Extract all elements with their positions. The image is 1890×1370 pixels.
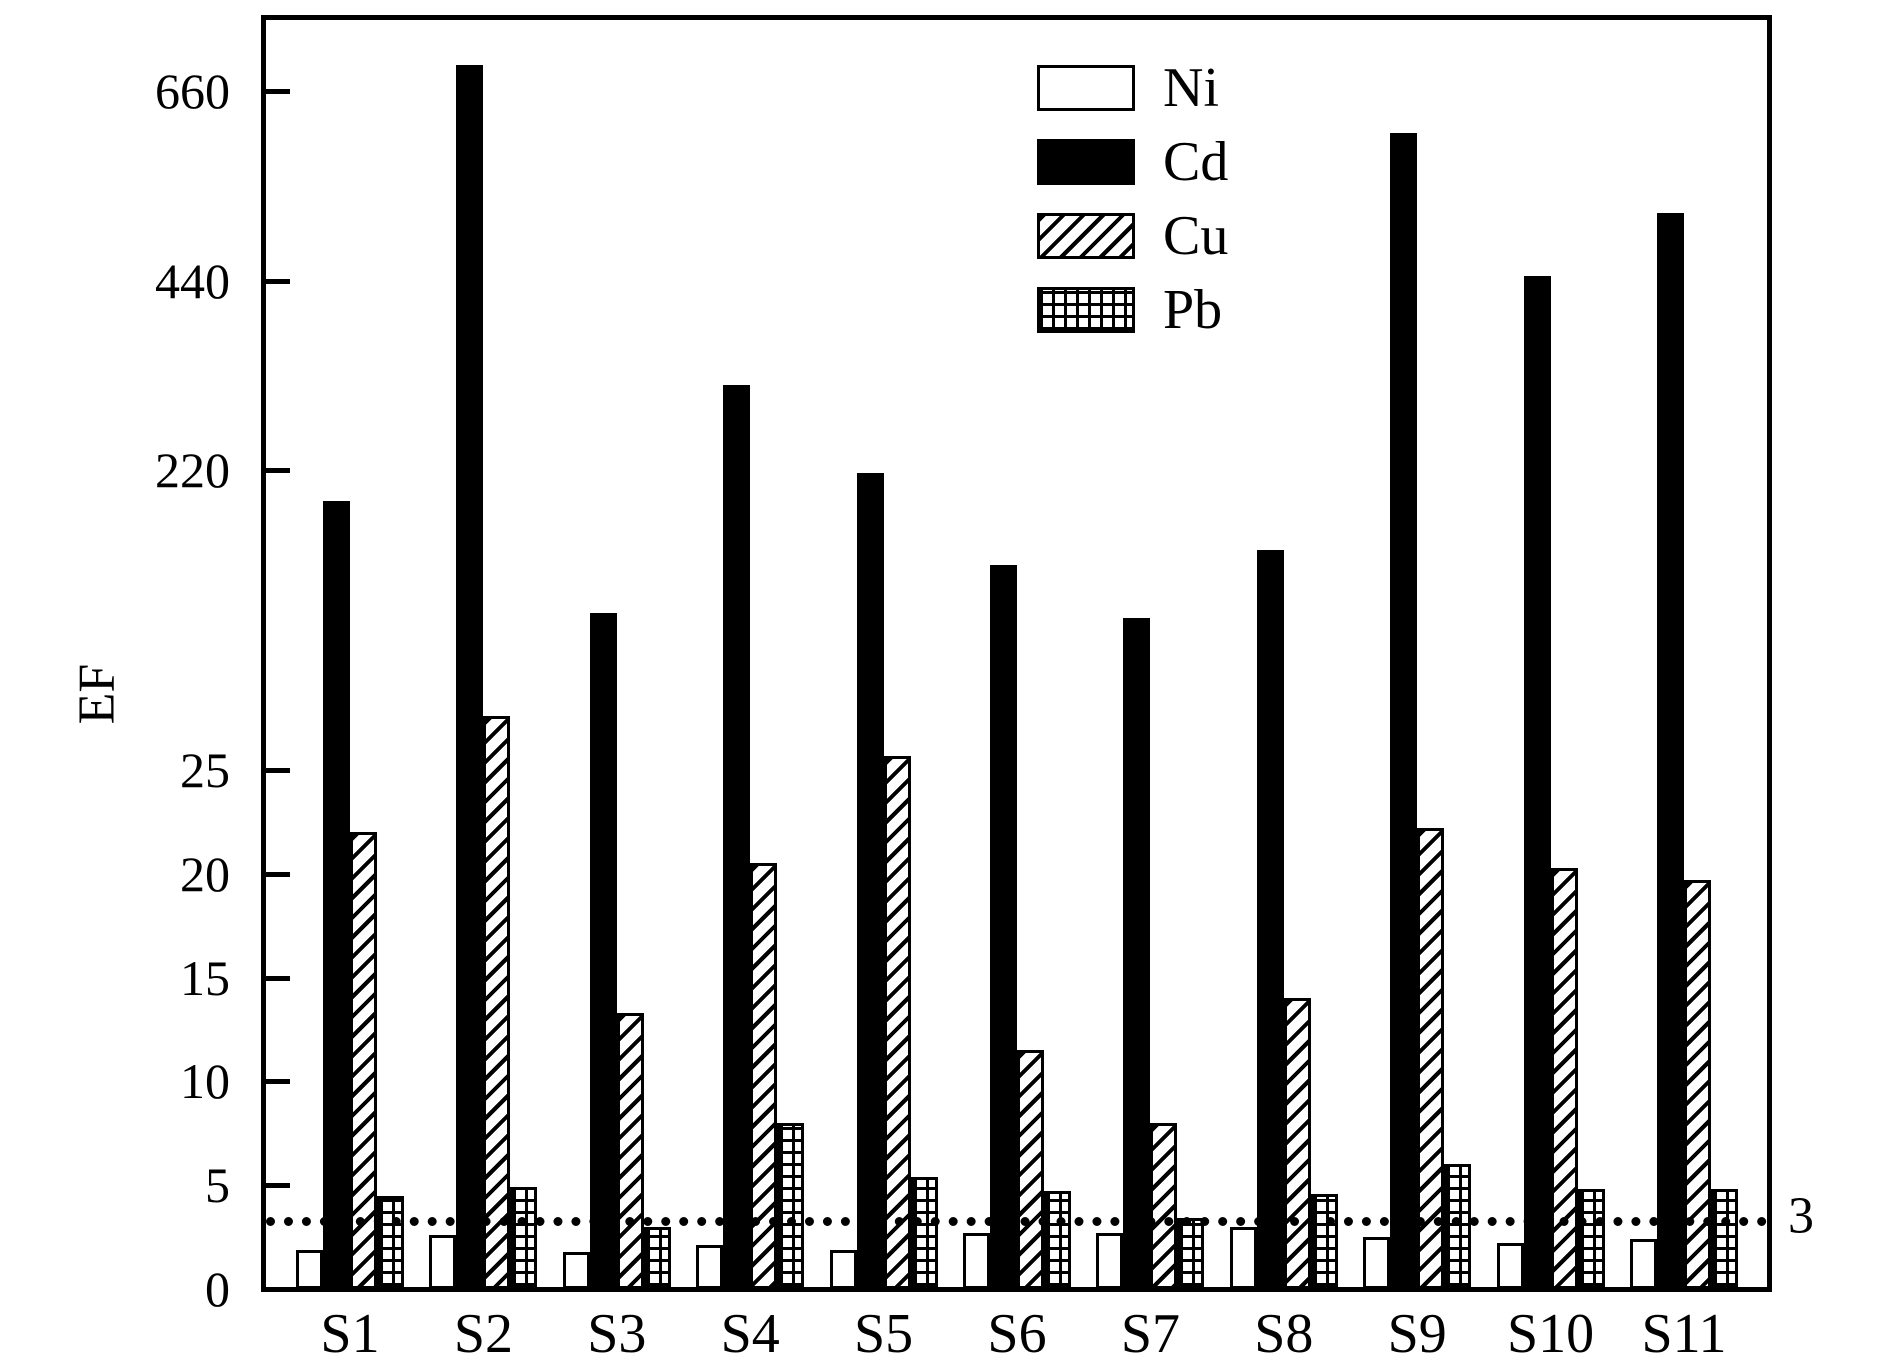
legend-row-ni: Ni: [1037, 60, 1219, 116]
x-label-s6: S6: [987, 1303, 1047, 1365]
x-label-s10: S10: [1507, 1303, 1595, 1365]
y-tick-label-5: 5: [205, 1157, 230, 1214]
bar-cd-s9: [1390, 133, 1418, 1289]
bar-cu-s11: [1684, 880, 1711, 1289]
bar-cu-s1: [350, 832, 377, 1289]
bar-cd-s4: [723, 384, 751, 1289]
legend-swatch-cd-solid-black-icon: [1037, 139, 1135, 185]
y-tick-25: [266, 768, 290, 773]
bar-cu-s10: [1550, 867, 1578, 1289]
y-tick-label-15: 15: [180, 949, 230, 1006]
bar-ni-s8: [1229, 1226, 1257, 1289]
bar-ni-s10: [1496, 1243, 1524, 1289]
x-label-s9: S9: [1387, 1303, 1447, 1365]
bar-ni-s11: [1630, 1239, 1657, 1289]
y-tick-label-25: 25: [180, 742, 230, 798]
legend-swatch-ni-plain-white-icon: [1037, 65, 1135, 111]
bar-ni-s7: [1096, 1232, 1124, 1289]
bar-ni-s9: [1363, 1237, 1391, 1289]
bar-cd-s11: [1657, 213, 1684, 1289]
bar-pb-s6: [1044, 1191, 1071, 1289]
y-tick-label-10: 10: [180, 1053, 230, 1110]
bar-ni-s5: [829, 1249, 857, 1289]
bar-cd-s6: [990, 565, 1017, 1289]
x-label-s11: S11: [1641, 1303, 1727, 1365]
x-label-s1: S1: [320, 1303, 380, 1365]
bar-cd-s2: [456, 65, 484, 1289]
y-tick-440: [266, 278, 290, 284]
x-label-s8: S8: [1254, 1303, 1314, 1365]
y-tick-5: [266, 1183, 290, 1189]
bar-pb-s4: [777, 1122, 805, 1289]
y-tick-label-0: 0: [205, 1261, 230, 1317]
legend-label-cu: Cu: [1163, 205, 1229, 267]
legend-label-ni: Ni: [1163, 57, 1219, 119]
bar-pb-s7: [1177, 1218, 1205, 1289]
y-tick-label-220: 220: [155, 442, 230, 498]
bar-cu-s8: [1283, 998, 1311, 1289]
bar-pb-s11: [1711, 1189, 1738, 1289]
y-tick-15: [266, 975, 290, 981]
bar-pb-s10: [1577, 1189, 1605, 1289]
y-tick-10: [266, 1079, 290, 1085]
bar-ni-s4: [696, 1245, 724, 1289]
bar-ni-s3: [562, 1251, 590, 1289]
bar-cu-s6: [1017, 1050, 1044, 1289]
legend-row-cd: Cd: [1037, 134, 1228, 190]
bar-cu-s5: [883, 756, 911, 1289]
bar-pb-s9: [1444, 1164, 1472, 1289]
reference-line-label: 3: [1788, 1187, 1814, 1245]
legend-label-cd: Cd: [1163, 131, 1229, 193]
x-label-s2: S2: [453, 1303, 513, 1365]
y-tick-220: [266, 468, 290, 473]
y-tick-label-660: 660: [155, 63, 230, 119]
bar-cu-s3: [616, 1012, 644, 1289]
x-label-s3: S3: [587, 1303, 647, 1365]
legend-label-pb: Pb: [1163, 279, 1223, 341]
y-tick-label-440: 440: [155, 252, 230, 309]
bar-ni-s2: [429, 1235, 457, 1289]
bar-cd-s5: [856, 473, 884, 1289]
bar-pb-s2: [510, 1187, 538, 1289]
bar-cd-s8: [1256, 550, 1284, 1289]
y-tick-660: [266, 89, 290, 94]
legend-row-pb: Pb: [1037, 282, 1222, 338]
bar-pb-s5: [910, 1176, 938, 1289]
reference-line: [266, 1216, 1767, 1226]
bar-cd-s7: [1123, 617, 1151, 1289]
legend-swatch-cu-diagonal-hatch-icon: [1037, 213, 1135, 259]
bar-ni-s6: [963, 1232, 990, 1289]
bar-cd-s3: [589, 613, 617, 1289]
bar-cu-s7: [1150, 1122, 1178, 1289]
y-axis-title: EF: [68, 663, 126, 725]
x-label-s5: S5: [854, 1303, 914, 1365]
bar-pb-s3: [643, 1226, 671, 1289]
legend-row-cu: Cu: [1037, 208, 1228, 264]
bar-ni-s1: [296, 1249, 323, 1289]
x-label-s4: S4: [720, 1303, 780, 1365]
bar-cd-s1: [323, 500, 350, 1289]
bar-cd-s10: [1523, 276, 1551, 1289]
bar-cu-s2: [483, 716, 511, 1289]
x-label-s7: S7: [1120, 1303, 1180, 1365]
legend-swatch-pb-grid-hatch-icon: [1037, 287, 1135, 333]
bar-pb-s8: [1310, 1193, 1338, 1289]
bar-cu-s9: [1417, 828, 1445, 1289]
y-tick-20: [266, 871, 290, 877]
bar-pb-s1: [377, 1195, 404, 1289]
y-tick-label-20: 20: [180, 845, 230, 902]
